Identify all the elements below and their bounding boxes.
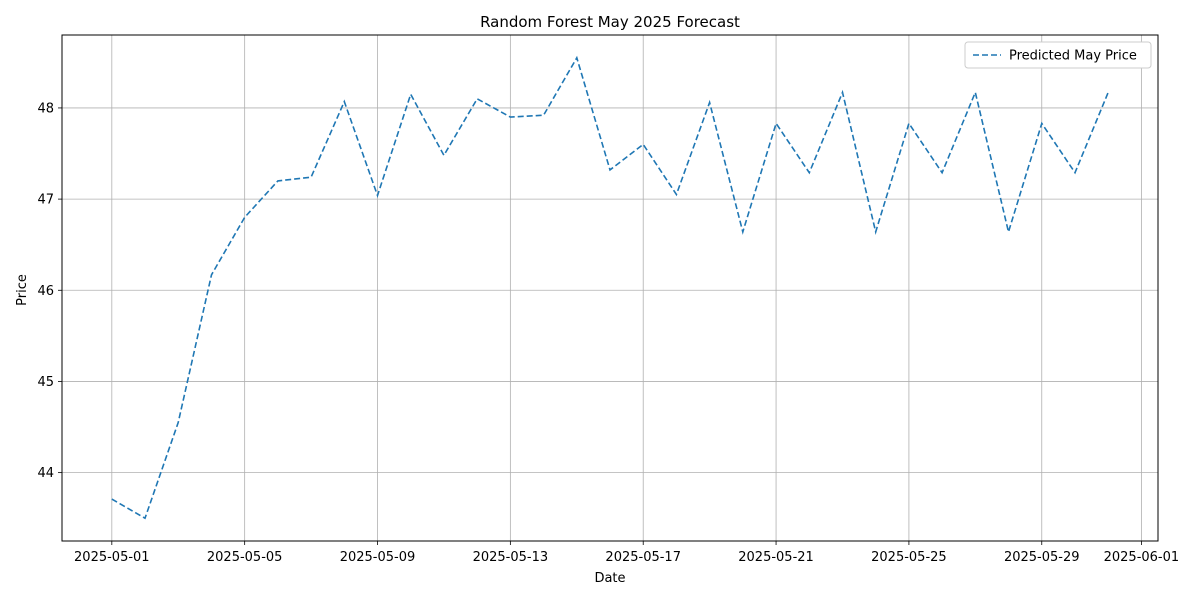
x-tick-label: 2025-05-17 bbox=[605, 550, 681, 565]
legend-box bbox=[964, 41, 1152, 69]
x-tick-label: 2025-06-01 bbox=[1104, 550, 1180, 565]
x-axis-ticks: 2025-05-01 2025-05-05 2025-05-09 2025-05-13… bbox=[74, 541, 1179, 565]
x-tick-label: 2025-05-21 bbox=[738, 550, 814, 565]
series-layer bbox=[111, 55, 1109, 520]
plot-frame bbox=[61, 34, 1159, 542]
legend-label: Predicted May Price bbox=[1009, 49, 1137, 64]
x-tick-label: 2025-05-25 bbox=[871, 550, 947, 565]
x-tick-label: 2025-05-05 bbox=[207, 550, 283, 565]
y-tick-label: 47 bbox=[37, 193, 54, 208]
y-tick-label: 44 bbox=[37, 466, 54, 481]
x-tick-label: 2025-05-13 bbox=[473, 550, 549, 565]
grid bbox=[62, 35, 1158, 541]
y-tick-label: 48 bbox=[37, 101, 54, 116]
y-tick-label: 45 bbox=[37, 375, 54, 390]
series-line-predicted-may-price bbox=[111, 55, 1109, 520]
chart-title: Random Forest May 2025 Forecast bbox=[480, 13, 740, 31]
y-axis-title: Price bbox=[15, 274, 30, 306]
y-tick-label: 46 bbox=[37, 284, 54, 299]
x-tick-label: 2025-05-09 bbox=[340, 550, 416, 565]
x-axis-title: Date bbox=[594, 571, 625, 586]
x-tick-label: 2025-05-01 bbox=[74, 550, 150, 565]
x-tick-label: 2025-05-29 bbox=[1004, 550, 1080, 565]
legend: Predicted May Price bbox=[964, 41, 1152, 69]
y-axis-ticks: 44 45 46 47 48 bbox=[37, 101, 62, 481]
